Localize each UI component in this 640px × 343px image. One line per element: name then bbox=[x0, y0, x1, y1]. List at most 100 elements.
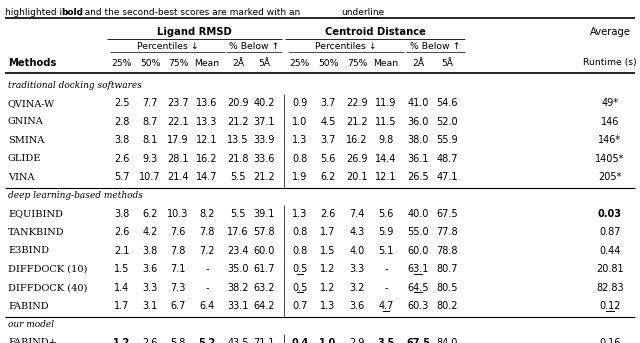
Text: highlighted in: highlighted in bbox=[5, 8, 71, 17]
Text: 71.1: 71.1 bbox=[253, 338, 275, 343]
Text: 0.9: 0.9 bbox=[292, 98, 308, 108]
Text: 0.16: 0.16 bbox=[599, 338, 621, 343]
Text: E3BIND: E3BIND bbox=[8, 246, 49, 255]
Text: 0.5: 0.5 bbox=[292, 283, 308, 293]
Text: 26.9: 26.9 bbox=[346, 154, 368, 164]
Text: 1405*: 1405* bbox=[595, 154, 625, 164]
Text: 63.2: 63.2 bbox=[253, 283, 275, 293]
Text: 2.6: 2.6 bbox=[115, 154, 130, 164]
Text: 55.0: 55.0 bbox=[407, 227, 429, 237]
Text: 3.2: 3.2 bbox=[349, 283, 365, 293]
Text: 13.6: 13.6 bbox=[196, 98, 218, 108]
Text: 7.2: 7.2 bbox=[199, 246, 215, 256]
Text: .: . bbox=[377, 8, 380, 17]
Text: 7.7: 7.7 bbox=[142, 98, 157, 108]
Text: 0.87: 0.87 bbox=[599, 227, 621, 237]
Text: % Below ↑: % Below ↑ bbox=[229, 42, 279, 51]
Text: 50%: 50% bbox=[140, 59, 160, 68]
Text: 23.7: 23.7 bbox=[167, 98, 189, 108]
Text: 36.0: 36.0 bbox=[407, 117, 429, 127]
Text: 21.4: 21.4 bbox=[167, 172, 189, 182]
Text: 52.0: 52.0 bbox=[436, 117, 458, 127]
Text: 21.2: 21.2 bbox=[346, 117, 368, 127]
Text: 20.1: 20.1 bbox=[346, 172, 368, 182]
Text: 0.7: 0.7 bbox=[292, 301, 308, 311]
Text: 35.0: 35.0 bbox=[227, 264, 249, 274]
Text: 5.7: 5.7 bbox=[115, 172, 130, 182]
Text: 1.0: 1.0 bbox=[292, 117, 308, 127]
Text: 2Å: 2Å bbox=[412, 59, 424, 68]
Text: 12.1: 12.1 bbox=[375, 172, 397, 182]
Text: 7.6: 7.6 bbox=[170, 227, 186, 237]
Text: 38.0: 38.0 bbox=[407, 135, 429, 145]
Text: -: - bbox=[384, 283, 388, 293]
Text: DIFFDOCK (40): DIFFDOCK (40) bbox=[8, 283, 88, 292]
Text: GLIDE: GLIDE bbox=[8, 154, 42, 163]
Text: bold: bold bbox=[61, 8, 83, 17]
Text: 55.9: 55.9 bbox=[436, 135, 458, 145]
Text: 78.8: 78.8 bbox=[436, 246, 458, 256]
Text: 0.8: 0.8 bbox=[292, 154, 308, 164]
Text: 17.9: 17.9 bbox=[167, 135, 189, 145]
Text: 3.7: 3.7 bbox=[320, 98, 336, 108]
Text: , and the second-best scores are marked with an: , and the second-best scores are marked … bbox=[79, 8, 303, 17]
Text: 9.8: 9.8 bbox=[378, 135, 394, 145]
Text: VINA: VINA bbox=[8, 173, 35, 182]
Text: -: - bbox=[205, 283, 209, 293]
Text: Runtime (s): Runtime (s) bbox=[583, 59, 637, 68]
Text: 5Å: 5Å bbox=[441, 59, 453, 68]
Text: 1.7: 1.7 bbox=[115, 301, 130, 311]
Text: 25%: 25% bbox=[112, 59, 132, 68]
Text: 26.5: 26.5 bbox=[407, 172, 429, 182]
Text: 77.8: 77.8 bbox=[436, 227, 458, 237]
Text: -: - bbox=[205, 264, 209, 274]
Text: GNINA: GNINA bbox=[8, 117, 44, 126]
Text: 80.7: 80.7 bbox=[436, 264, 458, 274]
Text: 5.2: 5.2 bbox=[198, 338, 216, 343]
Text: 80.2: 80.2 bbox=[436, 301, 458, 311]
Text: traditional docking softwares: traditional docking softwares bbox=[8, 81, 142, 90]
Text: 4.3: 4.3 bbox=[349, 227, 365, 237]
Text: 47.1: 47.1 bbox=[436, 172, 458, 182]
Text: 84.0: 84.0 bbox=[436, 338, 458, 343]
Text: 5.6: 5.6 bbox=[378, 209, 394, 219]
Text: 6.2: 6.2 bbox=[142, 209, 157, 219]
Text: 17.6: 17.6 bbox=[227, 227, 249, 237]
Text: 8.7: 8.7 bbox=[142, 117, 157, 127]
Text: 50%: 50% bbox=[318, 59, 338, 68]
Text: 36.1: 36.1 bbox=[407, 154, 429, 164]
Text: 8.2: 8.2 bbox=[199, 209, 214, 219]
Text: 10.7: 10.7 bbox=[140, 172, 161, 182]
Text: 11.9: 11.9 bbox=[375, 98, 397, 108]
Text: 1.9: 1.9 bbox=[292, 172, 308, 182]
Text: 3.3: 3.3 bbox=[349, 264, 365, 274]
Text: 1.3: 1.3 bbox=[321, 301, 335, 311]
Text: 61.7: 61.7 bbox=[253, 264, 275, 274]
Text: 22.1: 22.1 bbox=[167, 117, 189, 127]
Text: 54.6: 54.6 bbox=[436, 98, 458, 108]
Text: 60.0: 60.0 bbox=[253, 246, 275, 256]
Text: 0.4: 0.4 bbox=[291, 338, 308, 343]
Text: 57.8: 57.8 bbox=[253, 227, 275, 237]
Text: 40.0: 40.0 bbox=[407, 209, 429, 219]
Text: DIFFDOCK (10): DIFFDOCK (10) bbox=[8, 265, 88, 274]
Text: 67.5: 67.5 bbox=[436, 209, 458, 219]
Text: 7.3: 7.3 bbox=[170, 283, 186, 293]
Text: 64.2: 64.2 bbox=[253, 301, 275, 311]
Text: 40.2: 40.2 bbox=[253, 98, 275, 108]
Text: 3.5: 3.5 bbox=[378, 338, 395, 343]
Text: SMINA: SMINA bbox=[8, 136, 44, 145]
Text: 7.1: 7.1 bbox=[170, 264, 186, 274]
Text: 2.6: 2.6 bbox=[142, 338, 157, 343]
Text: Percentiles ↓: Percentiles ↓ bbox=[137, 42, 198, 51]
Text: 11.5: 11.5 bbox=[375, 117, 397, 127]
Text: 1.7: 1.7 bbox=[320, 227, 336, 237]
Text: 0.12: 0.12 bbox=[599, 301, 621, 311]
Text: % Below ↑: % Below ↑ bbox=[410, 42, 461, 51]
Text: FABIND+: FABIND+ bbox=[8, 338, 57, 343]
Text: 3.8: 3.8 bbox=[115, 135, 130, 145]
Text: 3.3: 3.3 bbox=[142, 283, 157, 293]
Text: 3.7: 3.7 bbox=[320, 135, 336, 145]
Text: Centroid Distance: Centroid Distance bbox=[324, 27, 426, 37]
Text: 0.03: 0.03 bbox=[598, 209, 622, 219]
